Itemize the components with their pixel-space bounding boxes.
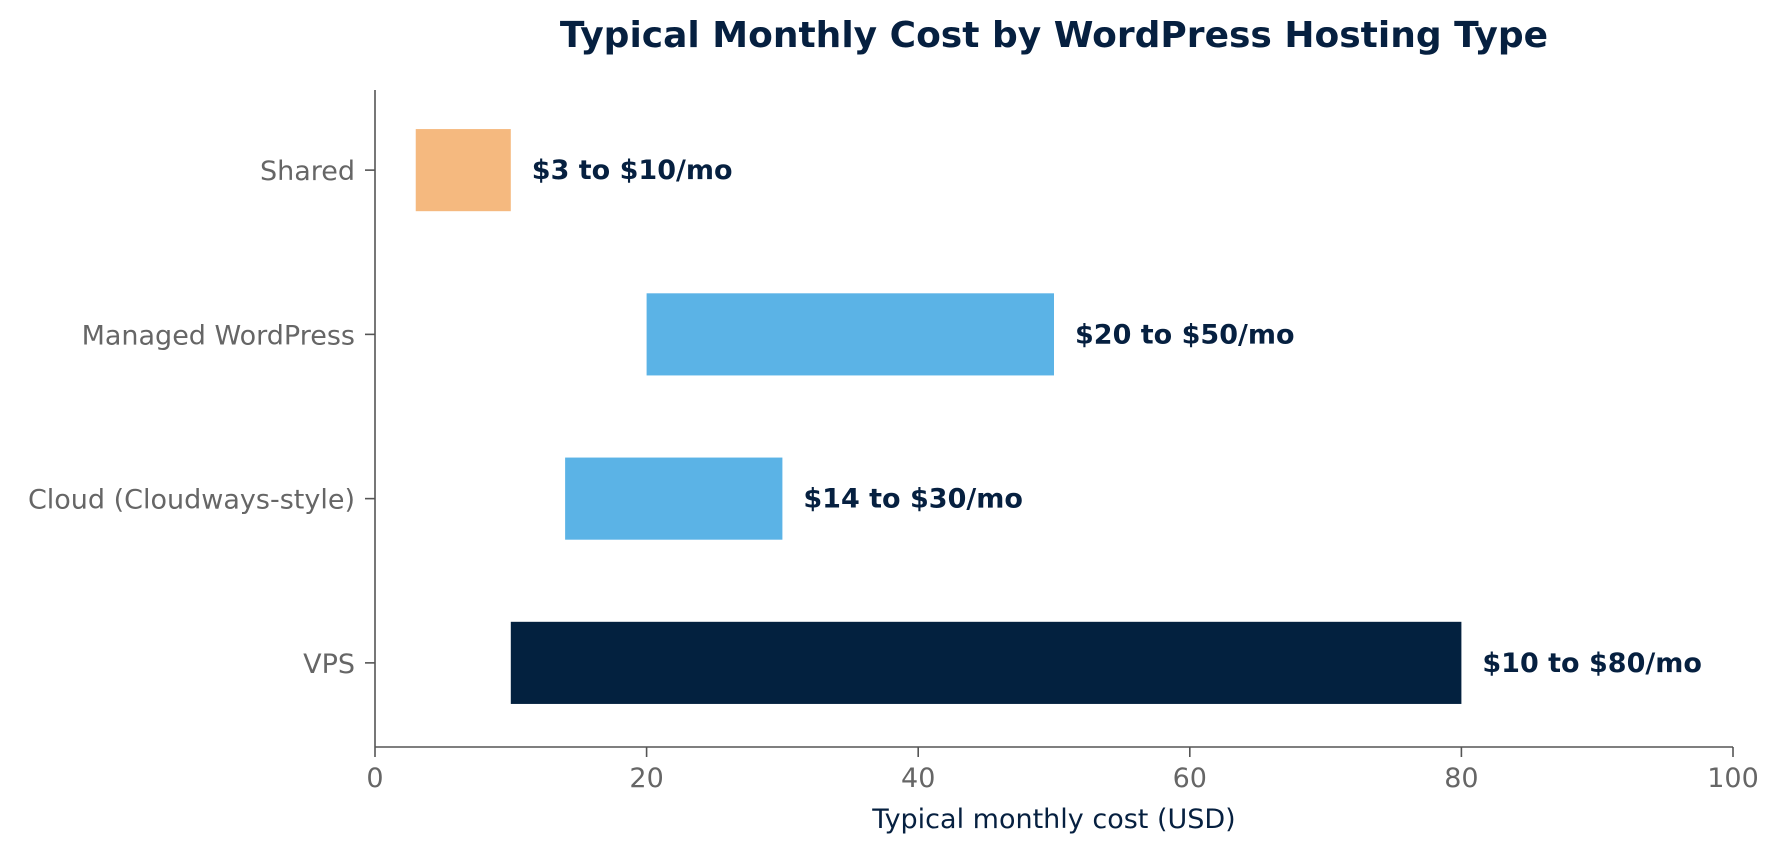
bars-layer: $3 to $10/mo $20 to $50/mo $14 to $30/mo $1…: [415, 129, 1702, 704]
bar-1: [646, 293, 1054, 376]
y-tick-label: Shared: [260, 156, 355, 187]
chart-title: Typical Monthly Cost by WordPress Hostin…: [560, 15, 1548, 56]
bar-value-label: $10 to $80/mo: [1482, 648, 1702, 679]
bar-0: [415, 129, 511, 212]
bar-value-label: $14 to $30/mo: [803, 484, 1023, 515]
x-tick-label: 0: [366, 763, 383, 794]
y-tick-label: Managed WordPress: [82, 320, 355, 351]
axes-layer: [374, 90, 1733, 748]
bar-value-label: $3 to $10/mo: [532, 155, 733, 186]
ticks-layer: Shared Managed WordPress Cloud (Cloudways-…: [28, 156, 1759, 794]
y-tick-label: Cloud (Cloudways-style): [28, 485, 355, 516]
x-tick-label: 100: [1707, 763, 1759, 794]
x-tick-label: 60: [1173, 763, 1207, 794]
y-tick-label: VPS: [303, 649, 355, 680]
bar-2: [565, 457, 783, 540]
x-tick-label: 20: [629, 763, 663, 794]
x-tick-label: 40: [901, 763, 935, 794]
x-axis-label: Typical monthly cost (USD): [871, 804, 1235, 835]
bar-3: [510, 621, 1462, 704]
bar-value-label: $20 to $50/mo: [1075, 319, 1295, 350]
x-tick-label: 80: [1444, 763, 1478, 794]
